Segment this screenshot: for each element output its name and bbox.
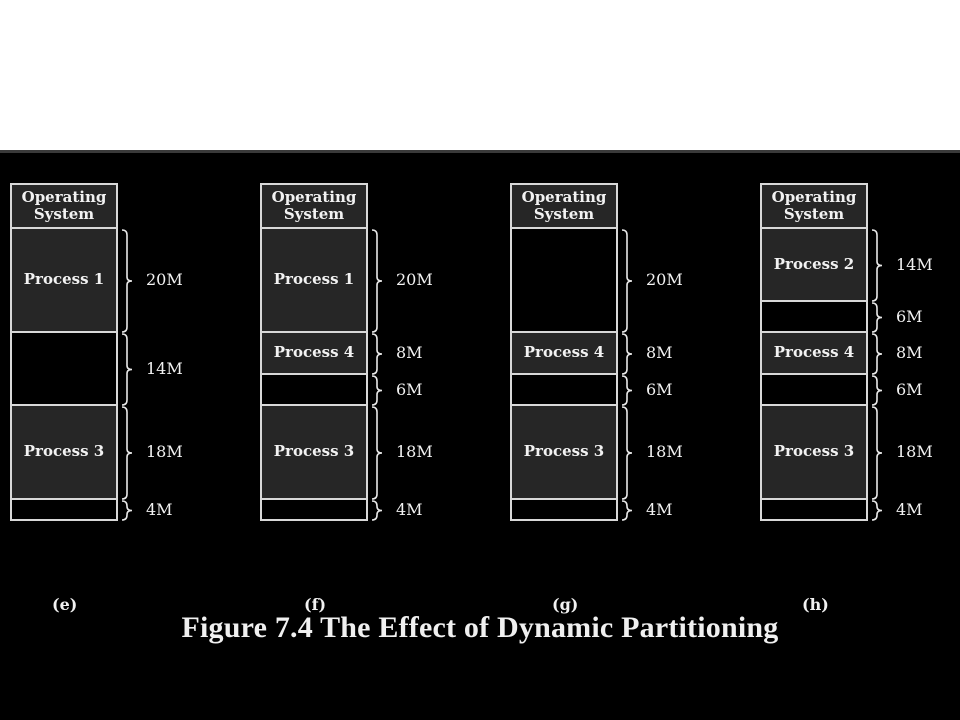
size-label: 18M (396, 442, 433, 461)
memory-column: Operating System Process 4 Process 3 (510, 183, 618, 543)
size-label: 4M (646, 499, 673, 519)
size-label: 18M (896, 442, 933, 461)
process-block: Process 2 (760, 227, 868, 302)
size-label: 18M (646, 442, 683, 461)
size-brace-icon (120, 406, 134, 500)
size-brace-icon (370, 375, 384, 406)
size-brace-icon (620, 500, 634, 521)
size-brace-icon (620, 406, 634, 500)
figure-stage: Operating System Process 1 Process 3 (e) 2… (0, 150, 960, 720)
free-block (760, 498, 868, 521)
os-block: Operating System (260, 183, 368, 229)
diagram-h: Operating System Process 2 Process 4 Proces… (760, 183, 950, 614)
process-block: Process 1 (260, 227, 368, 333)
size-label: 14M (896, 254, 933, 274)
process-block: Process 3 (760, 404, 868, 500)
size-label: 4M (396, 499, 423, 519)
size-brace-icon (120, 333, 134, 406)
os-block: Operating System (760, 183, 868, 229)
size-label: 18M (146, 442, 183, 461)
size-label: 20M (146, 270, 183, 289)
size-brace-icon (620, 375, 634, 406)
size-brace-icon (870, 406, 884, 500)
diagram-g: Operating System Process 4 Process 3 (g) 2… (510, 183, 700, 614)
size-label: 6M (396, 379, 423, 399)
diagram-caption: (g) (552, 595, 579, 614)
free-block (10, 498, 118, 521)
diagram-caption: (h) (802, 595, 829, 614)
size-label: 8M (896, 343, 923, 362)
diagram-caption: (e) (52, 595, 78, 614)
size-brace-icon (870, 500, 884, 521)
size-label: 20M (646, 270, 683, 289)
memory-column: Operating System Process 2 Process 4 Proces… (760, 183, 868, 543)
size-label: 8M (646, 343, 673, 362)
process-block: Process 4 (260, 331, 368, 375)
diagram-caption: (f) (304, 595, 327, 614)
size-brace-icon (370, 406, 384, 500)
process-block: Process 3 (260, 404, 368, 500)
process-block: Process 4 (510, 331, 618, 375)
size-brace-icon (120, 500, 134, 521)
free-block (760, 373, 868, 406)
size-label: 6M (646, 379, 673, 399)
diagram-e: Operating System Process 1 Process 3 (e) 2… (10, 183, 200, 614)
size-label: 8M (396, 343, 423, 362)
memory-column: Operating System Process 1 Process 3 (10, 183, 118, 543)
size-brace-icon (370, 500, 384, 521)
free-block (260, 373, 368, 406)
size-brace-icon (370, 333, 384, 375)
size-brace-icon (870, 375, 884, 406)
process-block: Process 3 (10, 404, 118, 500)
size-label: 4M (146, 499, 173, 519)
size-brace-icon (870, 333, 884, 375)
diagram-f: Operating System Process 1 Process 4 Proces… (260, 183, 450, 614)
size-brace-icon (870, 302, 884, 333)
size-brace-icon (870, 229, 884, 302)
size-label: 14M (146, 358, 183, 378)
process-block: Process 3 (510, 404, 618, 500)
free-block (260, 498, 368, 521)
process-block: Process 4 (760, 331, 868, 375)
os-block: Operating System (10, 183, 118, 229)
free-block (10, 331, 118, 406)
free-block (510, 498, 618, 521)
size-label: 6M (896, 306, 923, 326)
size-brace-icon (620, 229, 634, 333)
figure-title: Figure 7.4 The Effect of Dynamic Partiti… (181, 611, 779, 644)
memory-column: Operating System Process 1 Process 4 Proces… (260, 183, 368, 543)
size-label: 4M (896, 499, 923, 519)
size-label: 6M (896, 379, 923, 399)
size-brace-icon (120, 229, 134, 333)
size-brace-icon (620, 333, 634, 375)
process-block: Process 1 (10, 227, 118, 333)
free-block (510, 373, 618, 406)
free-block (510, 227, 618, 333)
size-label: 20M (396, 270, 433, 289)
free-block (760, 300, 868, 333)
os-block: Operating System (510, 183, 618, 229)
size-brace-icon (370, 229, 384, 333)
